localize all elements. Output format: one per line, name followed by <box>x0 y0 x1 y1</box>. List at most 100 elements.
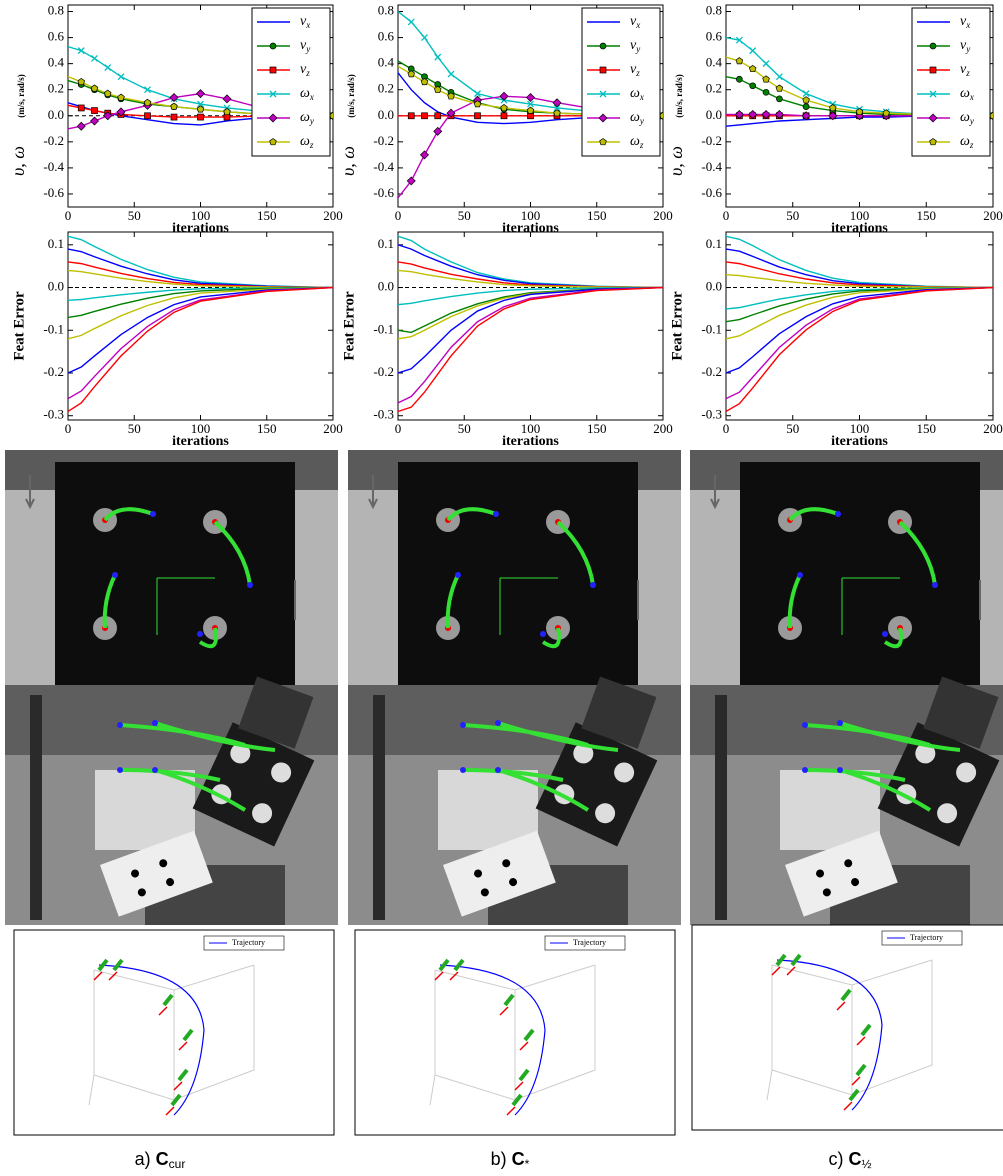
series-line <box>726 286 993 310</box>
y-tick-label: 0.8 <box>706 3 722 18</box>
legend-label: vz <box>300 62 310 78</box>
marker <box>499 91 509 101</box>
series-line <box>68 248 333 289</box>
marker <box>748 64 757 73</box>
x-tick-label: 150 <box>917 208 937 223</box>
legend-box <box>911 7 991 157</box>
legend-box <box>581 7 661 157</box>
marker <box>801 111 811 121</box>
y-tick-label: 0.2 <box>378 81 394 96</box>
marker <box>762 88 770 96</box>
series-line <box>726 286 993 374</box>
series-line <box>398 235 663 289</box>
y-tick-label: -0.2 <box>43 133 64 148</box>
marker <box>169 93 179 103</box>
marker <box>421 34 428 42</box>
y-tick-label: -0.2 <box>373 133 394 148</box>
legend-label: Trajectory <box>573 938 606 947</box>
y-axis-unit: (m/s, rad/s) <box>346 74 356 118</box>
marker <box>473 100 482 108</box>
caption-label: a) <box>135 1149 151 1169</box>
legend-label: vz <box>630 62 640 78</box>
series-line <box>398 286 663 306</box>
x-tick-label: 50 <box>458 208 471 223</box>
series-line <box>68 286 333 374</box>
y-tick-label: 0.8 <box>378 3 394 18</box>
marker <box>143 98 152 106</box>
marker <box>802 103 810 111</box>
marker <box>222 94 232 104</box>
caption-symbol: C <box>849 1149 862 1169</box>
y-tick-label: 0.0 <box>378 107 394 122</box>
marker <box>855 111 864 121</box>
legend-label: vy <box>630 38 640 54</box>
marker <box>734 109 744 119</box>
y-tick-label: 0.2 <box>706 81 722 96</box>
y-tick-label: -0.4 <box>43 159 64 174</box>
marker <box>526 106 535 114</box>
series-line <box>398 286 663 413</box>
marker <box>90 116 99 126</box>
marker <box>434 53 442 61</box>
series-line <box>726 286 993 413</box>
y-tick-label: -0.3 <box>43 407 64 422</box>
marker <box>77 104 85 112</box>
x-tick-label: 100 <box>850 421 870 436</box>
marker <box>748 109 758 119</box>
series-line <box>68 286 333 340</box>
marker <box>802 90 810 98</box>
legend-label: vz <box>960 62 970 78</box>
y-tick-label: 0.4 <box>706 55 723 70</box>
marker <box>77 47 85 55</box>
series-line <box>726 286 993 400</box>
x-axis-label: iterations <box>831 434 888 449</box>
marker <box>802 96 810 104</box>
y-tick-label: 0.6 <box>706 29 723 44</box>
marker <box>599 66 607 74</box>
y-tick-label: 0.4 <box>378 55 395 70</box>
series-line <box>726 261 993 289</box>
legend-box <box>251 7 331 157</box>
marker <box>829 104 837 112</box>
y-tick-label: -0.6 <box>43 185 64 200</box>
marker <box>77 77 85 86</box>
legend-label: ωy <box>300 110 314 126</box>
series-line <box>398 72 663 125</box>
marker <box>749 47 757 55</box>
scene-image <box>688 674 1003 927</box>
caption-sub: cur <box>169 1157 186 1171</box>
y-tick-label: 0.6 <box>378 29 395 44</box>
marker <box>104 89 112 97</box>
x-tick-label: 150 <box>917 421 937 436</box>
x-tick-label: 50 <box>786 208 799 223</box>
series-line <box>398 269 663 289</box>
x-tick-label: 200 <box>323 208 343 223</box>
series-line <box>398 286 663 374</box>
camera-image <box>3 448 340 687</box>
legend-label: ωy <box>960 110 974 126</box>
y-tick-label: -0.2 <box>373 364 394 379</box>
marker <box>76 121 86 131</box>
x-tick-label: 50 <box>128 421 141 436</box>
y-tick-label: -0.4 <box>701 159 722 174</box>
x-tick-label: 0 <box>395 421 402 436</box>
marker <box>776 95 783 103</box>
marker <box>552 98 562 108</box>
marker <box>928 113 938 123</box>
marker <box>929 90 937 98</box>
y-tick-label: 0.1 <box>48 236 64 251</box>
marker <box>527 100 534 108</box>
legend-label: Trajectory <box>232 938 265 947</box>
marker <box>407 70 415 78</box>
legend-label: vx <box>630 14 640 30</box>
x-tick-label: 0 <box>723 421 730 436</box>
legend-label: ωy <box>630 110 644 126</box>
plot-area <box>726 235 993 413</box>
trajectory-plot: Trajectory <box>353 928 677 1137</box>
y-tick-label: -0.3 <box>701 407 722 422</box>
x-tick-label: 150 <box>587 421 607 436</box>
series-line <box>68 235 333 289</box>
y-tick-label: 0.4 <box>48 55 65 70</box>
marker <box>269 42 277 50</box>
series-line <box>68 286 333 400</box>
